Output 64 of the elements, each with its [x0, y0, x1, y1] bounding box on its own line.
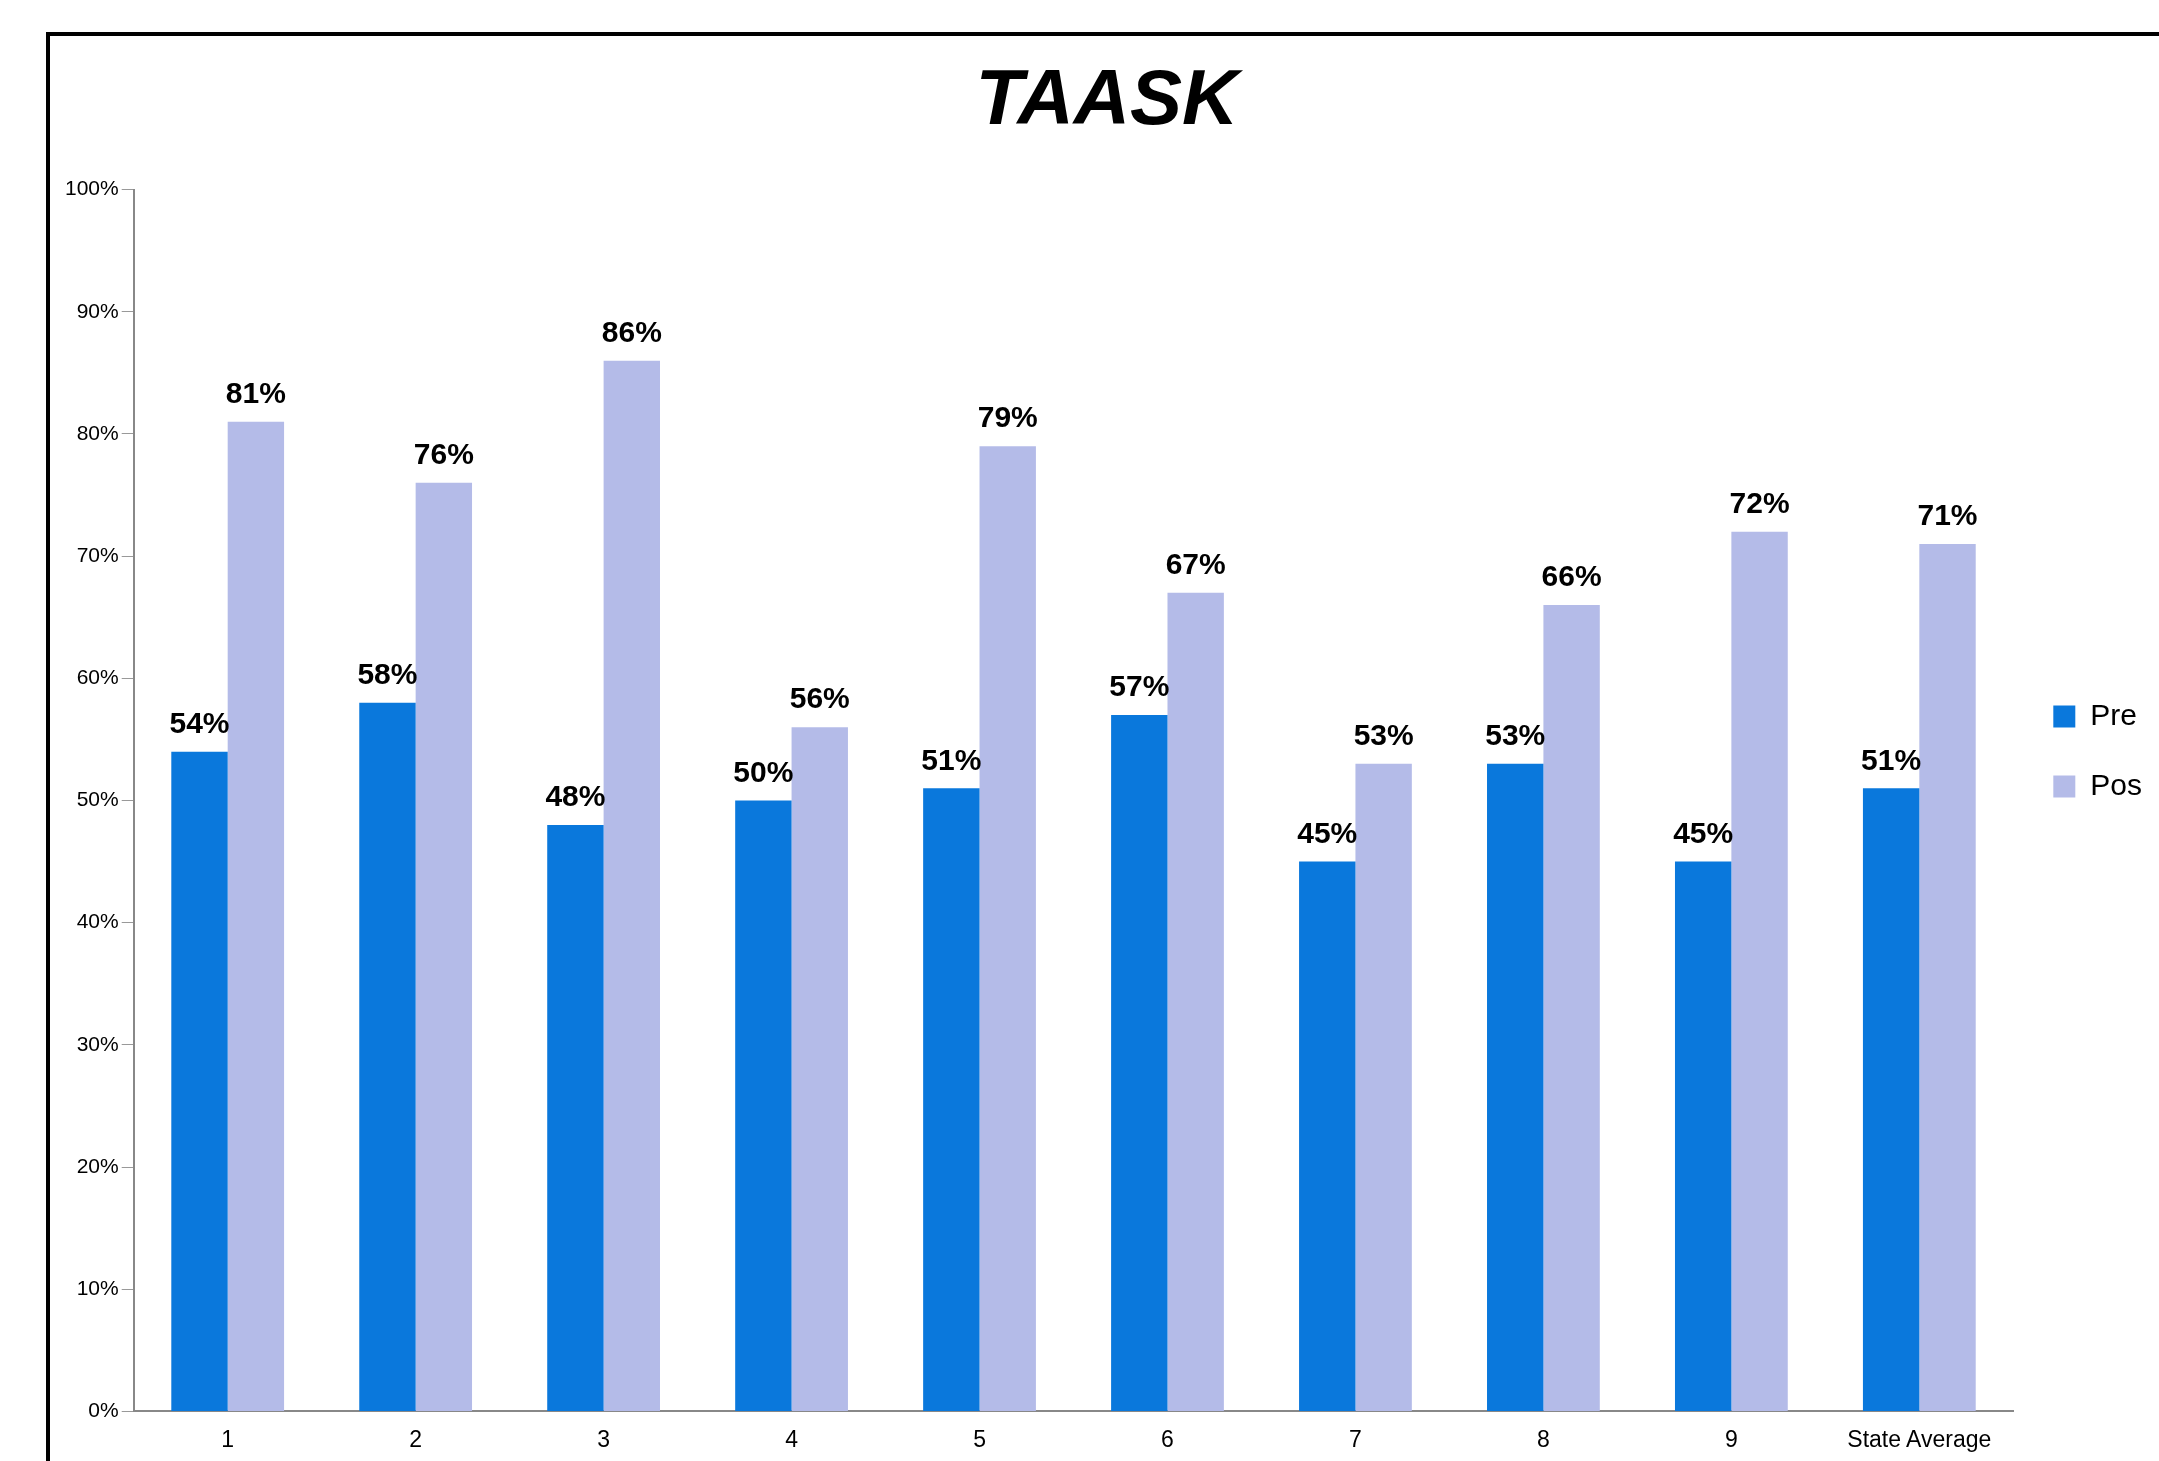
- data-label: 86%: [601, 314, 662, 348]
- data-label: 79%: [977, 400, 1038, 434]
- bar: [227, 421, 285, 1411]
- data-label: 48%: [545, 779, 606, 813]
- bar: [547, 824, 604, 1411]
- data-label: 72%: [1729, 485, 1790, 519]
- x-tick-label: 8: [1537, 1425, 1550, 1452]
- data-label: 53%: [1485, 718, 1546, 752]
- legend-label: Pre: [2090, 697, 2137, 731]
- bar: [1487, 763, 1544, 1411]
- x-tick-label: 3: [597, 1425, 611, 1452]
- data-label: 50%: [733, 754, 794, 788]
- bar: [1919, 543, 1976, 1411]
- data-label: 76%: [413, 437, 474, 471]
- y-tick-label: 60%: [76, 665, 119, 689]
- y-tick-label: 80%: [76, 420, 119, 444]
- data-label: 45%: [1673, 815, 1734, 849]
- data-label: 56%: [789, 681, 850, 715]
- data-label: 81%: [225, 376, 286, 410]
- y-tick-label: 30%: [76, 1031, 119, 1055]
- bar: [1355, 763, 1412, 1411]
- data-label: 54%: [169, 705, 230, 739]
- bar: [979, 446, 1036, 1411]
- x-tick-label: 5: [973, 1425, 986, 1452]
- data-label: 58%: [357, 657, 418, 691]
- x-tick-label: 9: [1724, 1425, 1738, 1452]
- bar: [1543, 605, 1600, 1411]
- bar: [1862, 788, 1920, 1411]
- bar: [171, 751, 228, 1411]
- data-label: 45%: [1297, 815, 1358, 849]
- bar: [791, 727, 848, 1411]
- bar: [1299, 861, 1356, 1411]
- bar: [923, 788, 980, 1411]
- y-tick-label: 40%: [76, 909, 119, 933]
- bar: [1111, 714, 1168, 1411]
- chart-title: TAASK: [975, 53, 1245, 142]
- data-label: 66%: [1541, 559, 1602, 593]
- y-tick-label: 10%: [76, 1276, 119, 1300]
- bar: [1674, 861, 1732, 1411]
- y-tick-label: 20%: [76, 1153, 119, 1177]
- bar: [735, 800, 792, 1411]
- data-label: 53%: [1353, 718, 1414, 752]
- x-tick-label: 6: [1161, 1425, 1174, 1452]
- bar: [415, 482, 473, 1411]
- x-tick-label: State Average: [1847, 1425, 1992, 1452]
- bar: [1167, 592, 1224, 1411]
- y-tick-label: 90%: [76, 298, 119, 322]
- bar: [603, 360, 660, 1411]
- y-tick-label: 100%: [64, 176, 119, 200]
- x-tick-label: 7: [1349, 1425, 1362, 1452]
- data-label: 51%: [1861, 742, 1922, 776]
- data-label: 51%: [921, 742, 982, 776]
- y-tick-label: 50%: [76, 787, 119, 811]
- x-tick-label: 4: [785, 1425, 799, 1452]
- data-label: 57%: [1109, 669, 1170, 703]
- y-tick-label: 70%: [76, 542, 119, 566]
- bar: [1731, 531, 1788, 1411]
- x-tick-label: 2: [409, 1425, 423, 1452]
- y-tick-label: 0%: [88, 1398, 119, 1422]
- legend-label: Pos: [2090, 767, 2143, 801]
- x-tick-label: 1: [221, 1425, 235, 1452]
- data-label: 71%: [1917, 498, 1978, 532]
- bar: [359, 702, 416, 1411]
- data-label: 67%: [1165, 547, 1226, 581]
